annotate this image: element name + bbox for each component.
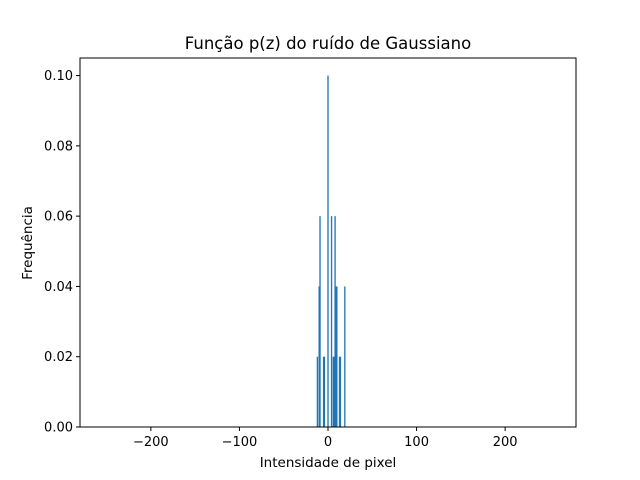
y-tick-label-5: 0.10 xyxy=(44,69,73,84)
bar-0 xyxy=(316,356,319,427)
bar-2 xyxy=(319,216,321,427)
bars-group xyxy=(316,75,346,427)
y-tick-label-0: 0.00 xyxy=(44,421,73,436)
y-tick-label-1: 0.02 xyxy=(44,350,73,365)
bar-14 xyxy=(344,286,346,427)
bar-5 xyxy=(327,75,329,427)
x-tick-label-4: 200 xyxy=(493,435,518,450)
bar-9 xyxy=(334,216,336,427)
y-axis: 0.00 0.02 0.04 0.06 0.08 0.10 xyxy=(44,69,80,436)
y-axis-label: Frequência xyxy=(20,206,36,280)
bar-7 xyxy=(332,356,334,427)
bar-8 xyxy=(333,356,335,427)
x-tick-label-3: 100 xyxy=(404,435,429,450)
bar-4 xyxy=(323,356,326,427)
x-tick-label-0: −200 xyxy=(133,435,169,450)
bar-6 xyxy=(330,216,333,427)
x-tick-label-1: −100 xyxy=(222,435,258,450)
bar-3 xyxy=(322,356,325,427)
y-tick-label-4: 0.08 xyxy=(44,139,73,154)
bar-10 xyxy=(335,286,337,427)
x-tick-label-2: 0 xyxy=(324,435,332,450)
chart-title: Função p(z) do ruído de Gaussiano xyxy=(185,34,471,53)
x-axis-label: Intensidade de pixel xyxy=(260,455,397,471)
bar-13 xyxy=(339,356,342,427)
bar-1 xyxy=(318,286,320,427)
y-tick-label-3: 0.06 xyxy=(44,210,73,225)
bar-11 xyxy=(336,286,338,427)
y-tick-label-2: 0.04 xyxy=(44,280,73,295)
x-axis: −200 −100 0 100 200 xyxy=(133,427,518,450)
bar-12 xyxy=(338,356,341,427)
